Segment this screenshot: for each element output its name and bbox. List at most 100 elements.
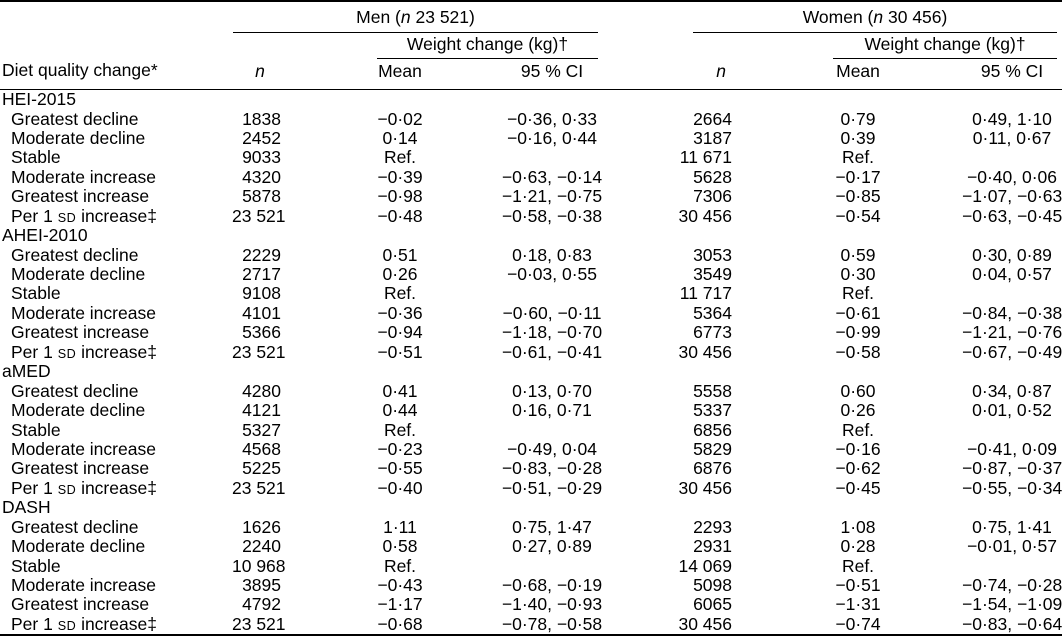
women-ci-value: −0·84, −0·38: [962, 302, 1062, 323]
men-n-value: 9108: [242, 283, 281, 304]
women-ci-value: −0·87, −0·37: [962, 458, 1062, 479]
men-mean-value: 0·26: [382, 264, 418, 284]
sd-smallcaps-label: SD: [57, 618, 77, 633]
data-row: Greatest increase 5366 −0·94 −1·18, −0·70 67…: [0, 323, 1062, 342]
row-label: Stable: [11, 147, 61, 168]
men-n-value: 2452: [242, 127, 281, 148]
row-label: Greatest increase: [11, 186, 150, 207]
women-ci-value: −0·67, −0·49: [962, 341, 1062, 362]
men-ci-value: 0·16, 0·71: [512, 400, 592, 421]
data-row: Moderate decline 2717 0·26 −0·03, 0·55 3549 0…: [0, 264, 1062, 284]
men-mean-value: −0·23: [377, 438, 423, 459]
women-mean-value: −0·51: [835, 575, 881, 595]
men-ci-value: 0·13, 0·70: [512, 380, 592, 401]
table-body: HEI-2015 Greatest decline 1838 −0·02 −0·36, …: [0, 89, 1062, 635]
row-label: Per 1 SD increase‡: [11, 613, 157, 634]
men-n-value: 3895: [242, 575, 281, 595]
women-n-value: 30 456: [678, 477, 733, 498]
women-mean-value: −0·74: [835, 613, 881, 634]
men-ci-value: −0·58, −0·38: [501, 205, 603, 226]
data-row: Greatest decline 2229 0·51 0·18, 0·83 3053 0·…: [0, 245, 1062, 264]
data-row: Greatest increase 4792 −1·17 −1·40, −0·93 60…: [0, 595, 1062, 614]
row-label: Per 1 SD increase‡: [11, 477, 157, 498]
women-mean-value: 0·30: [840, 264, 876, 284]
men-weight-change-header: Weight change (kg)†: [288, 33, 604, 59]
data-row: Stable 9033 Ref. 11 671 Ref.: [0, 148, 1062, 167]
women-n-value: 6773: [693, 322, 733, 343]
women-mean-value: Ref.: [841, 555, 875, 576]
men-n-value: 5327: [242, 419, 281, 440]
men-group-header: Men (n 23 521): [232, 1, 604, 33]
men-n-value: 9033: [242, 147, 281, 168]
women-ci-value: −0·83, −0·64: [962, 613, 1062, 634]
row-label: Greatest decline: [11, 108, 139, 129]
men-ci-value: −0·68, −0·19: [501, 575, 603, 595]
women-n-value: 3187: [693, 127, 733, 148]
women-ci-value: [962, 556, 1062, 575]
men-n-value: 5366: [242, 322, 281, 343]
data-row: Per 1 SD increase‡ 23 521 −0·68 −0·78, −0·5…: [0, 614, 1062, 635]
column-header-row: n Mean 95 % CI n Mean 95 % CI: [0, 59, 1062, 90]
men-mean-value: −0·39: [377, 166, 423, 187]
women-n-value: 2664: [693, 108, 733, 129]
women-n-value: 5364: [693, 302, 733, 323]
women-mean-value: 1·08: [840, 516, 876, 537]
men-ci-value: −1·18, −0·70: [501, 322, 603, 343]
women-ci-column-header: 95 % CI: [962, 59, 1062, 90]
men-n-value: 23 521: [232, 477, 286, 498]
row-label: Stable: [11, 555, 61, 576]
section-name: AHEI-2010: [2, 225, 88, 246]
men-ci-value: −0·60, −0·11: [502, 302, 602, 323]
row-label: Per 1 SD increase‡: [11, 205, 157, 226]
men-mean-value: −0·36: [377, 302, 423, 323]
section-name: aMED: [2, 361, 51, 382]
women-mean-value: Ref.: [841, 283, 875, 304]
men-ci-value: −0·61, −0·41: [501, 341, 603, 362]
women-mean-value: −0·99: [835, 322, 881, 343]
men-mean-value: 0·41: [382, 380, 418, 401]
men-n-value: 4792: [242, 594, 281, 615]
sd-smallcaps-label: SD: [57, 482, 77, 497]
men-ci-value: −0·78, −0·58: [501, 613, 603, 634]
data-row: Per 1 SD increase‡ 23 521 −0·40 −0·51, −0·2…: [0, 478, 1062, 497]
women-mean-value: −0·54: [835, 205, 881, 226]
women-ci-value: 0·01, 0·52: [972, 400, 1052, 421]
men-mean-value: −1·17: [377, 594, 423, 615]
row-label: Greatest decline: [11, 516, 139, 537]
women-ci-value: 0·75, 1·41: [972, 516, 1052, 537]
men-n-value: 2229: [242, 244, 281, 265]
data-row: Moderate decline 2240 0·58 0·27, 0·89 2931 0·…: [0, 537, 1062, 556]
women-n-value: 30 456: [678, 205, 733, 226]
women-n-column-header: n: [604, 59, 741, 90]
men-mean-value: 1·11: [383, 516, 417, 537]
women-mean-value: Ref.: [841, 147, 875, 168]
men-n-value: 1838: [242, 108, 281, 129]
men-ci-value: −1·40, −0·93: [501, 594, 603, 615]
stub-column-header: Diet quality change*: [0, 1, 232, 90]
men-n-header-label: n: [255, 60, 265, 81]
men-mean-value: −0·51: [377, 341, 423, 362]
data-row: Greatest decline 1626 1·11 0·75, 1·47 2293 1·…: [0, 517, 1062, 536]
men-ci-value: 0·27, 0·89: [512, 536, 592, 557]
men-n-value: 23 521: [232, 205, 286, 226]
data-row: Stable 10 968 Ref. 14 069 Ref.: [0, 556, 1062, 575]
section-header-row: DASH: [0, 498, 1062, 517]
women-weight-change-label: Weight change (kg)†: [833, 34, 1058, 59]
women-ci-value: −0·74, −0·28: [962, 575, 1062, 595]
men-n-value: 2717: [242, 264, 281, 284]
women-mean-value: −0·16: [835, 438, 881, 459]
women-n-spacer-cell: [604, 33, 740, 59]
row-label: Greatest increase: [11, 458, 150, 479]
row-label: Greatest increase: [11, 322, 150, 343]
men-n-value: 5225: [242, 458, 281, 479]
men-n-value: 4121: [242, 400, 281, 421]
group-header-row: Diet quality change* Men (n 23 521) Wome…: [0, 1, 1062, 90]
women-ci-value: 0·11, 0·67: [972, 127, 1052, 148]
men-ci-value: −0·16, 0·44: [507, 127, 597, 148]
men-n-value: 4280: [242, 380, 281, 401]
men-ci-value: [500, 420, 604, 439]
men-mean-value: Ref.: [383, 283, 417, 304]
men-n-value: 4101: [242, 302, 281, 323]
women-mean-value: 0·60: [840, 380, 876, 401]
